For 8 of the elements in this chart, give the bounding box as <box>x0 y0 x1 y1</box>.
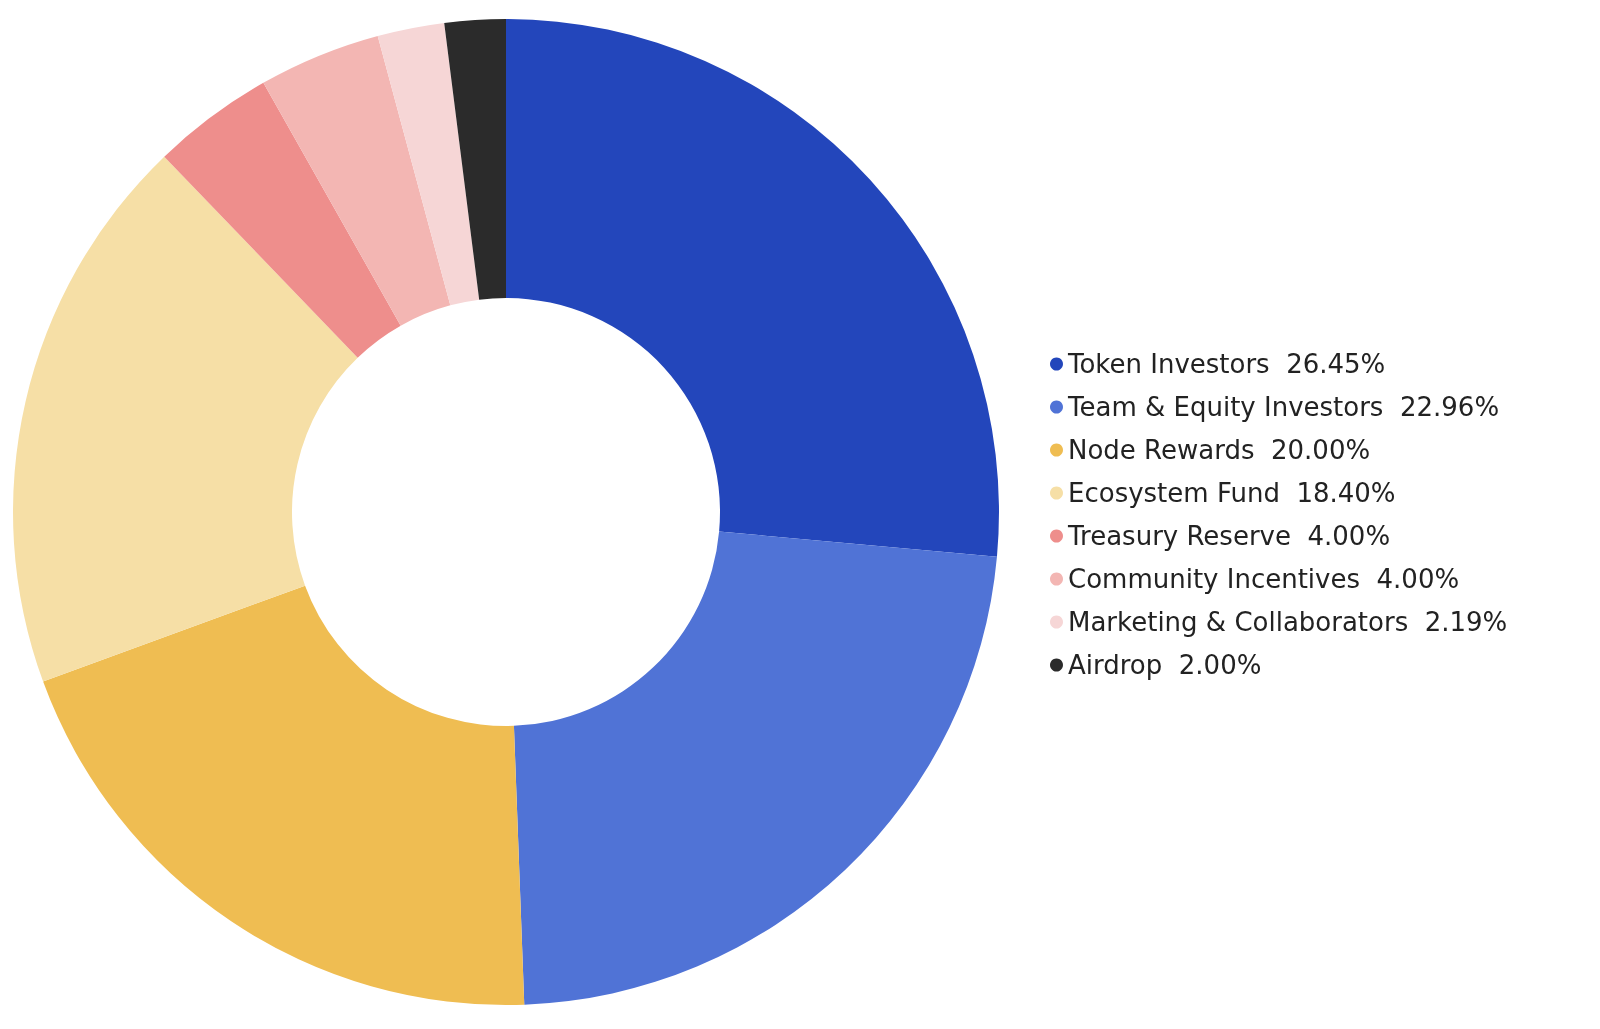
legend-label: Airdrop 2.00% <box>1068 650 1262 680</box>
legend-label: Token Investors 26.45% <box>1067 349 1386 379</box>
legend-label: Treasury Reserve 4.00% <box>1067 521 1391 551</box>
legend-label: Node Rewards 20.00% <box>1068 435 1371 465</box>
legend-label: Marketing & Collaborators 2.19% <box>1068 607 1508 637</box>
legend-label: Team & Equity Investors 22.96% <box>1067 392 1500 422</box>
legend-label: Ecosystem Fund 18.40% <box>1068 478 1396 508</box>
legend-label: Community Incentives 4.00% <box>1068 564 1460 594</box>
